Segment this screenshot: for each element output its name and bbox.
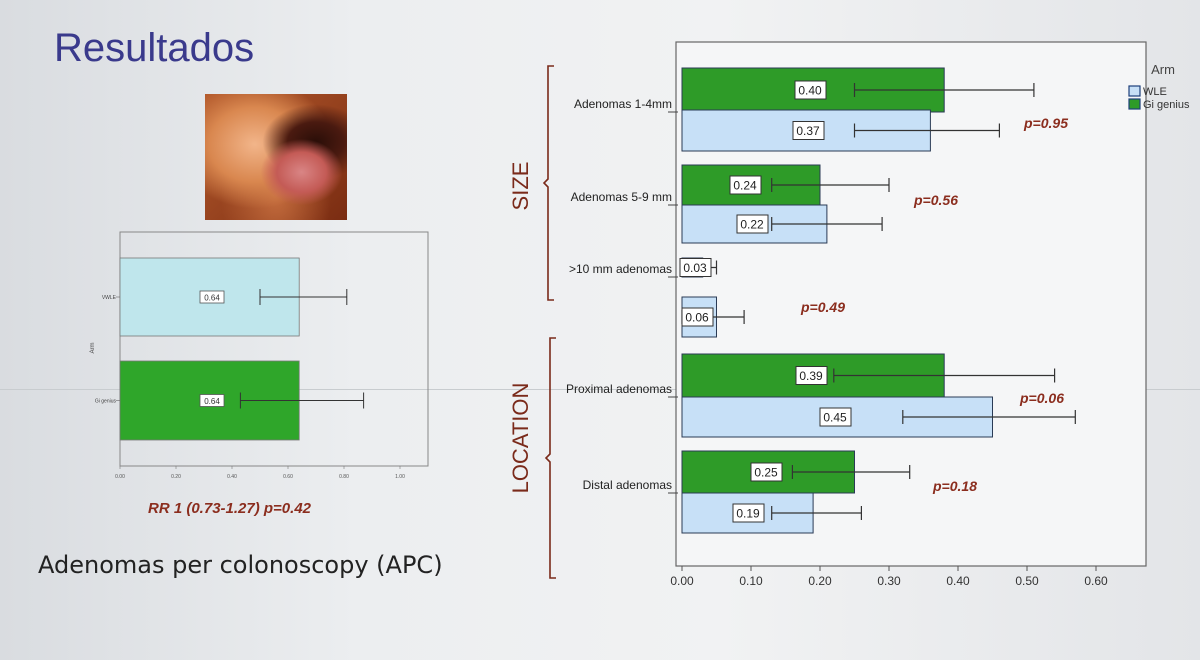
chart1-value-label-0: 0.64	[204, 294, 220, 303]
chart2-value-label-wle-0: 0.37	[796, 124, 820, 138]
chart1-label-box-1	[199, 394, 225, 407]
chart2-xtick-label-6: 0.60	[1084, 574, 1108, 588]
chart1-xtick-label-3: 0.60	[283, 474, 293, 480]
chart1-label-box-0	[199, 290, 225, 304]
size-bracket	[542, 65, 554, 301]
chart2-legend-swatch-1	[1128, 98, 1141, 110]
apc-caption: Adenomas per colonoscopy (APC)	[38, 551, 443, 579]
location-bracket	[544, 337, 556, 579]
chart2-label-box-wle-1	[736, 214, 769, 234]
chart2-xtick-label-0: 0.00	[670, 574, 694, 588]
chart2-label-box-gi-0	[794, 80, 827, 100]
chart2-value-label-wle-4: 0.19	[736, 507, 760, 521]
chart1-value-label-1: 0.64	[204, 397, 220, 406]
chart2-xtick-label-4: 0.40	[946, 574, 970, 588]
chart1-xtick-label-2: 0.40	[227, 474, 237, 480]
chart1-frame	[119, 231, 429, 467]
chart2-label-box-wle-2	[681, 307, 714, 327]
chart2-pvalue-2: p=0.49	[800, 299, 845, 315]
chart2-value-label-gi-1: 0.24	[733, 179, 757, 193]
chart2-legend-label-1: Gi genius	[1143, 99, 1190, 111]
chart2-value-label-gi-2: 0.03	[683, 261, 707, 275]
chart2-legend-swatch-0	[1128, 85, 1141, 97]
chart2-value-label-wle-3: 0.45	[823, 411, 847, 425]
chart2-xtick-label-2: 0.20	[808, 574, 832, 588]
chart1-xtick-label-0: 0.00	[115, 474, 125, 480]
chart1-xtick-label-4: 0.80	[339, 474, 349, 480]
chart1-xtick-label-5: 1.00	[395, 474, 405, 480]
chart1-category-1: Gi genius	[95, 399, 117, 405]
group-label-location: LOCATION	[508, 383, 533, 494]
chart2-pvalue-1: p=0.56	[913, 192, 958, 208]
chart2-label-box-gi-1	[729, 175, 762, 195]
chart2-value-label-wle-1: 0.22	[740, 218, 764, 232]
chart1-xtick-label-1: 0.20	[171, 474, 181, 480]
chart2-label-box-wle-4	[732, 503, 765, 523]
chart2-category-0: Adenomas 1-4mm	[574, 97, 672, 111]
chart2-label-box-gi-4	[750, 462, 783, 482]
chart2-label-box-wle-0	[792, 121, 825, 140]
chart2-category-1: Adenomas 5-9 mm	[571, 190, 672, 204]
slide-title: Resultados	[54, 26, 255, 70]
chart2-legend-title: Arm	[1151, 62, 1175, 77]
chart2-pvalue-4: p=0.18	[932, 478, 977, 494]
chart2-xtick-label-3: 0.30	[877, 574, 901, 588]
chart2-label-box-gi-3	[795, 366, 828, 385]
chart2-pvalue-3: p=0.06	[1019, 390, 1064, 406]
projection-line	[0, 389, 1200, 390]
chart2-label-box-gi-2	[679, 258, 712, 277]
chart1-category-0: VWLE	[102, 295, 117, 301]
chart2-value-label-gi-0: 0.40	[798, 84, 822, 98]
endoscopy-photo	[205, 94, 347, 220]
chart2-category-4: Distal adenomas	[583, 478, 672, 492]
group-label-size: SIZE	[508, 162, 533, 211]
chart2-value-label-gi-4: 0.25	[754, 466, 778, 480]
chart2-xtick-label-1: 0.10	[739, 574, 763, 588]
chart2-value-label-gi-3: 0.39	[799, 369, 823, 383]
chart2-category-2: >10 mm adenomas	[569, 262, 672, 276]
chart2-value-label-wle-2: 0.06	[685, 311, 709, 325]
chart2-xtick-label-5: 0.50	[1015, 574, 1039, 588]
chart2-pvalue-0: p=0.95	[1023, 115, 1068, 131]
chart1-ylabel: Arm	[90, 343, 96, 354]
chart2-legend-label-0: WLE	[1143, 86, 1167, 98]
chart2-label-box-wle-3	[819, 407, 852, 427]
chart2-category-3: Proximal adenomas	[566, 382, 672, 396]
rr-text: RR 1 (0.73-1.27) p=0.42	[148, 500, 312, 517]
